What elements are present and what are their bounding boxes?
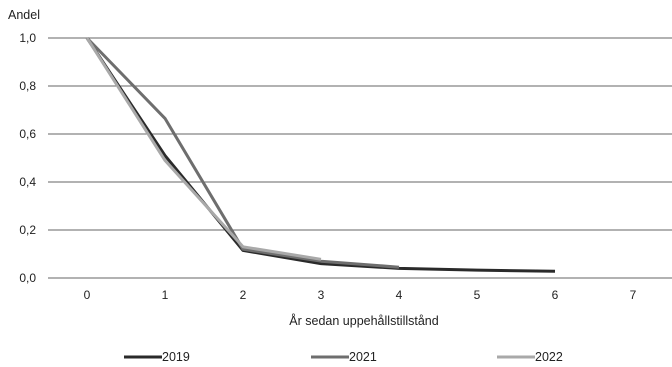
x-axis-title: År sedan uppehållstillstånd — [289, 313, 438, 328]
x-tick-label: 2 — [240, 288, 247, 302]
legend: 2019 2021 2022 — [124, 350, 563, 364]
x-tick-label: 7 — [630, 288, 637, 302]
y-tick-label: 0,8 — [19, 79, 36, 93]
x-tick-label: 6 — [552, 288, 559, 302]
legend-label-2019: 2019 — [162, 350, 190, 364]
x-tick-label: 3 — [318, 288, 325, 302]
y-axis-title: Andel — [8, 8, 40, 22]
series-line-2019 — [85, 37, 556, 273]
x-tick-label: 0 — [84, 288, 91, 302]
series-line-2022 — [85, 37, 322, 261]
y-tick-label: 0,4 — [19, 175, 36, 189]
gridlines — [48, 37, 672, 279]
legend-label-2022: 2022 — [535, 350, 563, 364]
x-tick-label: 1 — [162, 288, 169, 302]
y-tick-label: 0,6 — [19, 127, 36, 141]
x-tick-label: 4 — [396, 288, 403, 302]
y-tick-label: 0,2 — [19, 223, 36, 237]
x-tick-label: 5 — [474, 288, 481, 302]
x-tick-labels: 0 1 2 3 4 5 6 7 — [84, 288, 637, 302]
legend-label-2021: 2021 — [349, 350, 377, 364]
y-tick-label: 0,0 — [19, 271, 36, 285]
y-tick-label: 1,0 — [19, 31, 36, 45]
y-tick-labels: 0,0 0,2 0,4 0,6 0,8 1,0 — [19, 31, 36, 285]
series-line-2021 — [85, 36, 400, 269]
series-lines — [85, 36, 556, 273]
